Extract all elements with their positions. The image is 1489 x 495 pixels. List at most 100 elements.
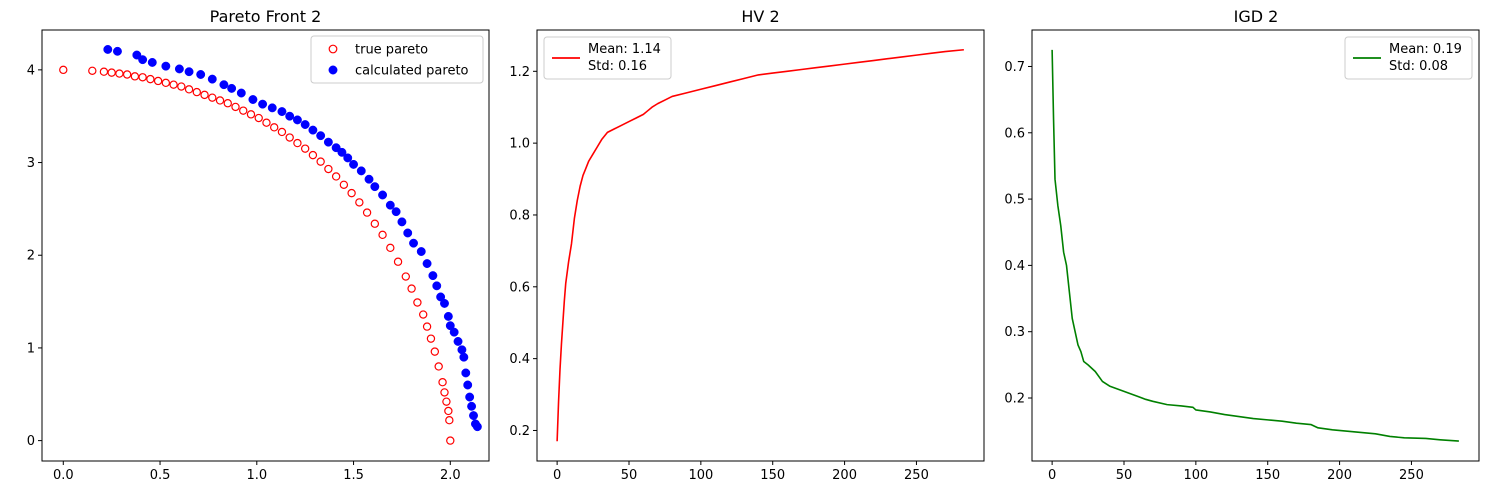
y-tick-label: 0.6 (509, 280, 530, 295)
calculated-pareto-point (138, 55, 148, 65)
calculated-pareto-point (391, 207, 401, 217)
true-pareto-point (445, 416, 454, 425)
true-pareto-point (434, 362, 443, 371)
calculated-pareto-point (397, 217, 407, 227)
y-tick-label: 0.7 (1004, 60, 1025, 75)
calculated-pareto-point (267, 103, 277, 113)
calculated-pareto-point (422, 259, 432, 269)
y-tick-label: 1 (27, 341, 35, 356)
true-pareto-point (115, 69, 124, 78)
true-pareto-point (393, 257, 403, 266)
x-tick-label: 50 (621, 468, 638, 483)
y-tick-label: 0 (27, 434, 35, 449)
x-tick-label: 2.0 (440, 468, 461, 483)
legend-entry: Std: 0.16 (588, 59, 647, 74)
legend-box (543, 36, 672, 80)
calculated-pareto-point (449, 327, 459, 337)
y-tick-label: 0.5 (1004, 193, 1025, 208)
plot-frame (1031, 29, 1480, 462)
legend-box (1344, 36, 1473, 80)
true-pareto-point (254, 113, 263, 123)
y-tick-label: 2 (27, 249, 35, 264)
calculated-pareto-point (403, 228, 413, 238)
calculated-pareto-point (432, 281, 442, 291)
true-pareto-point (386, 243, 395, 253)
x-tick-label: 250 (904, 468, 929, 483)
legend: Mean: 1.14 Std: 0.16 (543, 36, 672, 80)
true-pareto-point (378, 230, 387, 240)
true-pareto-point (277, 127, 287, 137)
legend-entry: true pareto (355, 43, 428, 58)
legend-entry: Mean: 1.14 (588, 42, 661, 57)
true-pareto-point (130, 72, 140, 81)
calculated-pareto-point (461, 368, 471, 378)
chart-pareto-front: Pareto Front 2 0.0 0.5 1.0 1.5 2.0 0 1 2 3 4 true… (27, 7, 490, 483)
calculated-pareto-point (445, 321, 455, 331)
legend: Mean: 0.19 Std: 0.08 (1344, 36, 1473, 80)
calculated-pareto-point (467, 401, 477, 411)
true-pareto-point (122, 70, 132, 79)
true-pareto-point (442, 397, 451, 406)
y-tick-label: 0.2 (509, 424, 530, 439)
y-tick-label: 1.0 (509, 137, 530, 152)
chart-igd: IGD 2 0 50 100 150 200 2500.20.30.40.50.60.7 … (1004, 7, 1480, 483)
calculated-pareto-point (184, 67, 194, 77)
calculated-pareto-point (323, 137, 333, 147)
true-pareto-point (331, 172, 341, 181)
line-marks (1051, 49, 1459, 442)
true-pareto-point (444, 406, 453, 416)
x-tick-label: 0.5 (150, 468, 171, 483)
axis-ticks: 0 50 100 150 200 250 0.2 0.4 0.6 0.8 1.0 1.2 (509, 65, 929, 483)
calculated-pareto-point (331, 143, 341, 153)
true-pareto-point (355, 198, 364, 207)
true-pareto-point (88, 66, 97, 75)
legend-entry: calculated pareto (355, 64, 469, 79)
true-pareto-point (161, 78, 171, 88)
calculated-pareto-point (356, 166, 366, 176)
calculated-pareto-point (378, 190, 388, 200)
calculated-pareto-point (337, 147, 347, 157)
calculated-pareto-point (258, 99, 268, 109)
calculated-pareto-point (436, 292, 446, 302)
legend-marker (328, 44, 338, 54)
calculated-pareto-point (132, 50, 142, 60)
true-pareto-point (146, 74, 155, 84)
calculated-pareto-point (465, 392, 475, 402)
x-tick-label: 1.0 (246, 468, 267, 483)
true-pareto-point (169, 80, 178, 89)
true-pareto-point (99, 67, 109, 76)
true-pareto-point (59, 65, 68, 75)
true-pareto-point (200, 90, 209, 100)
chart-title: Pareto Front 2 (210, 7, 322, 26)
true-pareto-point (324, 164, 333, 174)
x-tick-label: 250 (1399, 468, 1424, 483)
calculated-pareto-point (459, 352, 469, 362)
true-pareto-point (362, 208, 372, 217)
calculated-pareto-point (457, 345, 467, 355)
true-pareto-point (192, 87, 202, 97)
true-pareto-point (446, 436, 455, 445)
true-pareto-point (308, 150, 318, 160)
y-tick-label: 0.4 (1004, 259, 1025, 274)
true-pareto-point (231, 102, 240, 112)
legend-marker (328, 65, 338, 75)
axis-ticks: 0.0 0.5 1.0 1.5 2.0 0 1 2 3 4 (27, 63, 461, 483)
true-pareto-point (422, 322, 432, 331)
chart-hv: HV 2 0 50 100 150 200 250 0.2 0.4 0.6 0.8 1.0 1.2 M… (509, 7, 985, 483)
true-pareto-point (293, 138, 302, 148)
true-pareto-point (184, 85, 194, 94)
calculated-pareto-point (277, 107, 287, 117)
series-line (1051, 49, 1459, 442)
x-tick-label: 1.5 (343, 468, 364, 483)
x-tick-label: 150 (1255, 468, 1280, 483)
calculated-pareto-point (161, 61, 171, 71)
plot-frame (41, 29, 490, 462)
calculated-pareto-point (453, 336, 463, 346)
calculated-pareto-point (248, 95, 258, 104)
chart-title: IGD 2 (1234, 7, 1279, 26)
calculated-pareto-point (440, 298, 449, 308)
axis-ticks: 0 50 100 150 200 250 0.2 0.3 0.4 0.5 0.6 0.7 (1004, 60, 1424, 483)
x-tick-label: 0.0 (53, 468, 74, 483)
x-tick-label: 200 (832, 468, 857, 483)
y-tick-label: 0.6 (1004, 126, 1025, 141)
